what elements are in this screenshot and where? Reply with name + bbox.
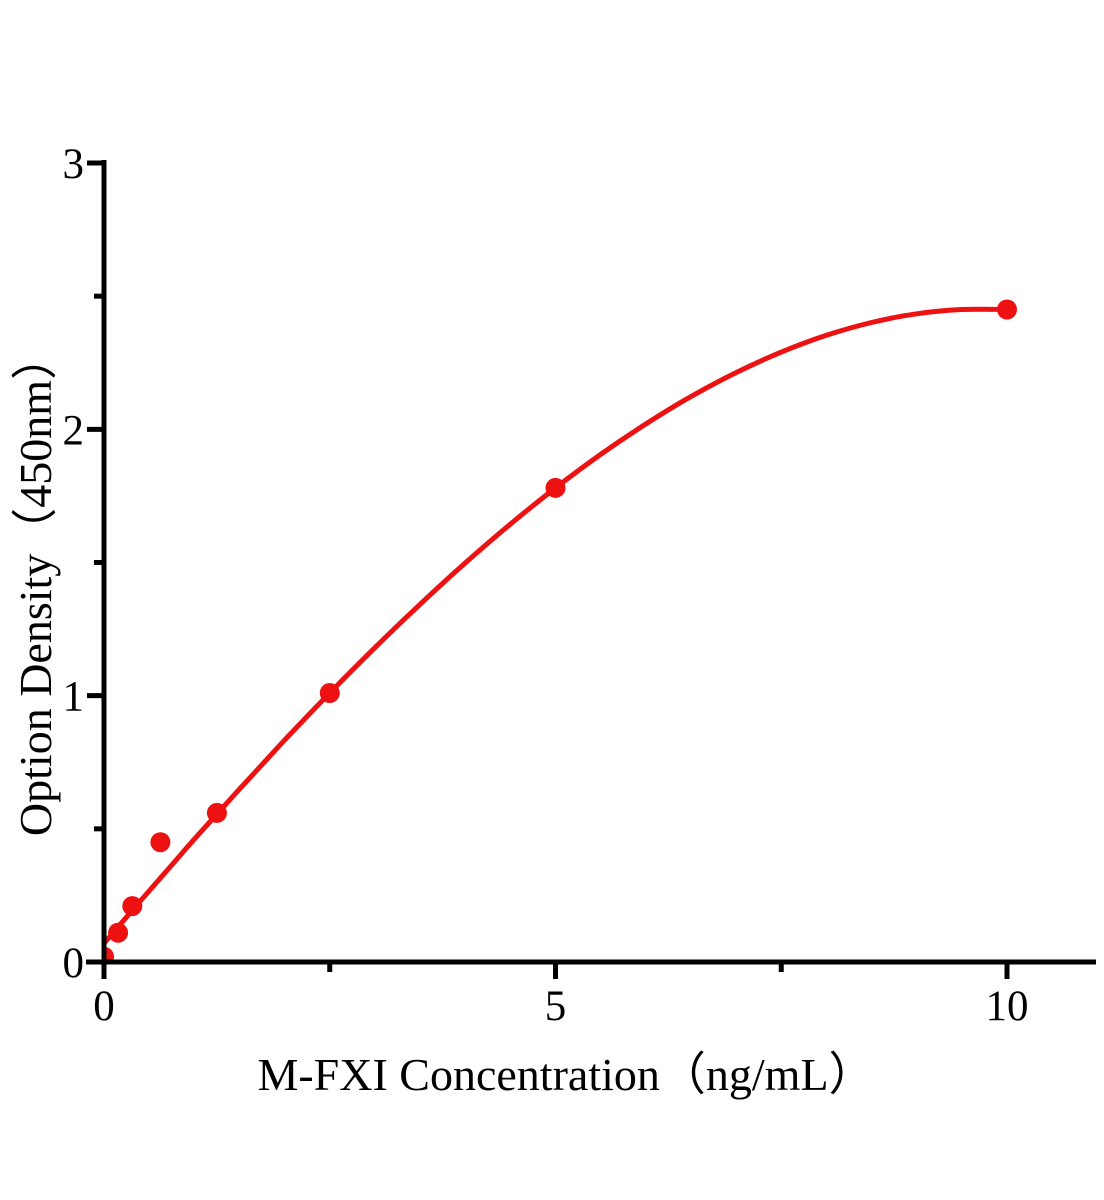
x-tick-label: 10 [986, 983, 1029, 1030]
plot-clip-left [0, 150, 102, 990]
data-point [545, 477, 566, 498]
data-point [206, 802, 227, 823]
data-point [150, 832, 171, 853]
y-tick-label: 0 [63, 940, 85, 987]
y-tick-label: 1 [63, 674, 85, 721]
data-point [997, 299, 1017, 320]
y-axis-title: Option Density（450nm） [10, 333, 61, 837]
plot-clip-bottom [0, 964, 1104, 1005]
x-axis-title: M-FXI Concentration（ng/mL） [257, 1049, 875, 1100]
x-tick-label: 5 [545, 983, 567, 1030]
y-tick-label: 2 [63, 407, 85, 454]
data-point [319, 683, 340, 703]
fit-curve [101, 306, 1010, 946]
data-point [108, 922, 129, 943]
data-point [122, 896, 143, 917]
x-tick-label: 0 [93, 983, 115, 1030]
y-tick-label: 3 [63, 141, 85, 188]
